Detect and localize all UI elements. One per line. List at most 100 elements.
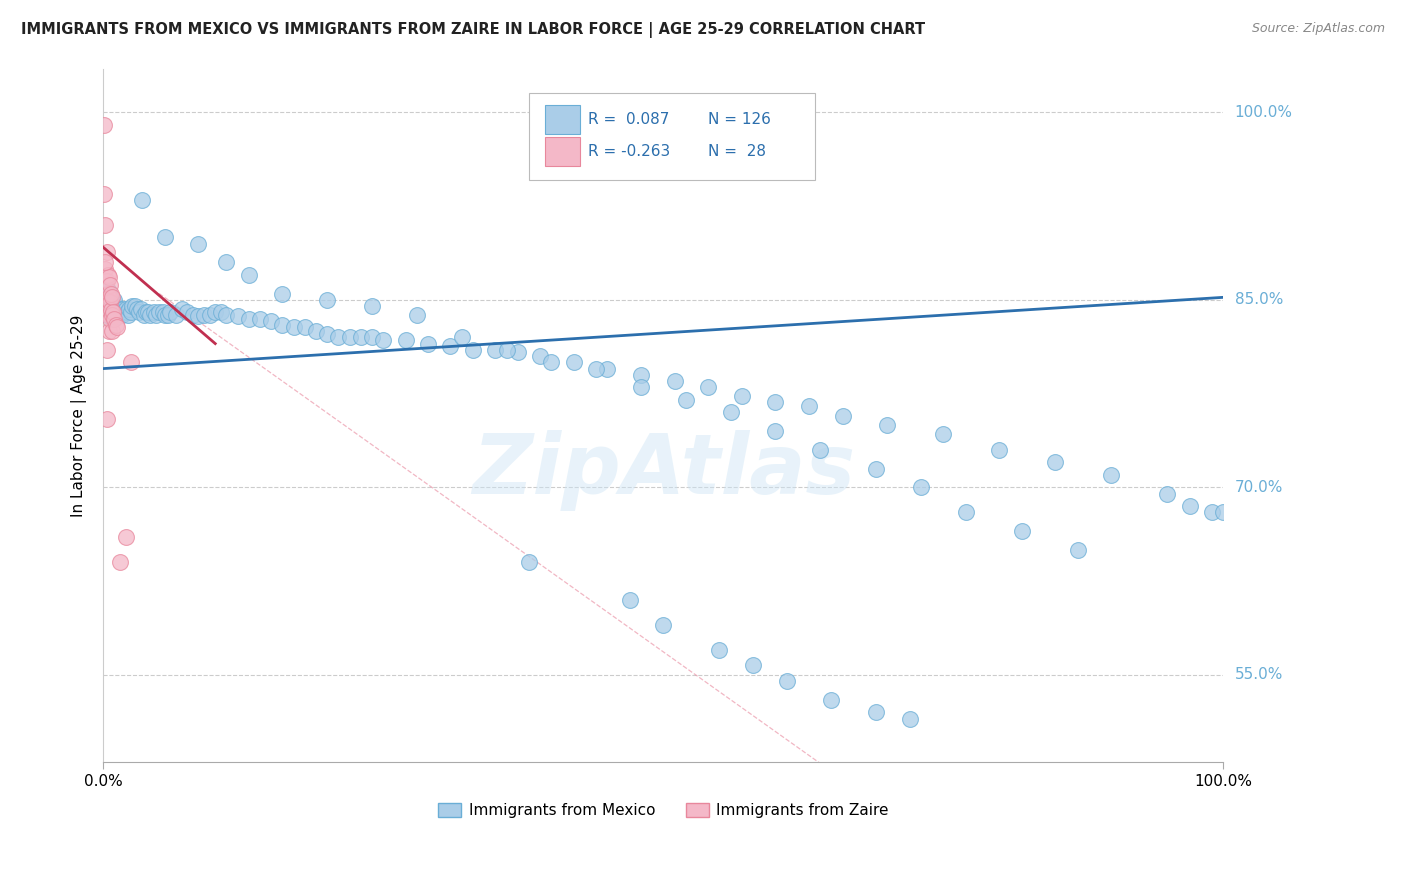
Point [103,311,125,326]
Point [305,324,328,338]
Text: Source: ZipAtlas.com: Source: ZipAtlas.com [1251,22,1385,36]
Point [152,305,174,319]
Point [720,405,742,419]
Point [97,302,120,317]
Point [619,593,641,607]
Point [107,309,129,323]
Point [104,318,127,332]
Point [350,330,373,344]
Point [910,480,932,494]
Point [100,286,122,301]
Point [105,320,128,334]
Legend: Immigrants from Mexico, Immigrants from Zaire: Immigrants from Mexico, Immigrants from … [432,797,894,824]
Point [94,286,117,301]
Point [94,255,117,269]
Point [316,293,339,307]
Text: ZipAtlas: ZipAtlas [472,431,855,511]
FancyBboxPatch shape [529,93,814,179]
Point [1212,505,1234,519]
Point [118,301,141,316]
Point [108,301,131,316]
Point [98,277,121,292]
Point [105,305,128,319]
Point [675,392,697,407]
Point [96,274,118,288]
Point [97,290,120,304]
Point [373,333,395,347]
Point [260,314,283,328]
Point [1201,505,1223,519]
Text: 70.0%: 70.0% [1234,480,1282,495]
Point [652,618,675,632]
Point [97,324,120,338]
Point [129,301,152,316]
Point [97,305,120,319]
Point [529,349,551,363]
Point [100,308,122,322]
Point [988,442,1011,457]
Point [101,305,124,319]
Point [103,311,125,326]
Point [93,186,115,201]
Point [1156,486,1178,500]
Point [339,330,361,344]
Point [165,308,187,322]
Point [406,308,429,322]
Point [97,305,120,319]
Point [731,389,754,403]
Point [139,308,162,322]
Point [271,286,294,301]
Point [96,411,118,425]
Point [110,305,132,319]
Point [697,380,720,394]
Point [157,308,180,322]
Point [97,285,120,300]
Point [97,268,120,282]
Point [96,245,118,260]
Point [97,299,120,313]
Point [153,230,176,244]
Point [562,355,585,369]
Text: R = -0.263: R = -0.263 [588,145,671,160]
Point [742,657,765,672]
Point [865,706,887,720]
Point [120,305,142,319]
Point [1045,455,1067,469]
Point [204,305,226,319]
Point [117,308,139,322]
Point [131,193,153,207]
Point [98,295,121,310]
Point [96,293,118,307]
Point [121,299,143,313]
Point [361,299,384,313]
Point [108,305,131,319]
Text: N =  28: N = 28 [709,145,766,160]
Point [148,305,170,319]
Point [187,309,209,323]
Point [125,301,148,316]
Point [416,336,439,351]
Point [461,343,484,357]
Point [145,308,167,322]
Point [94,261,117,276]
Point [215,255,238,269]
Point [114,530,136,544]
Point [361,330,384,344]
Point [153,308,176,322]
Point [316,326,339,341]
Point [484,343,506,357]
Point [136,305,159,319]
Point [517,555,540,569]
Point [585,361,607,376]
Point [540,355,562,369]
Point [97,308,120,322]
Point [103,295,125,310]
Point [238,311,260,326]
Point [763,395,786,409]
Point [104,308,127,322]
Point [450,330,472,344]
Point [96,343,118,357]
Point [439,339,461,353]
Point [1178,499,1201,513]
Point [876,417,898,432]
